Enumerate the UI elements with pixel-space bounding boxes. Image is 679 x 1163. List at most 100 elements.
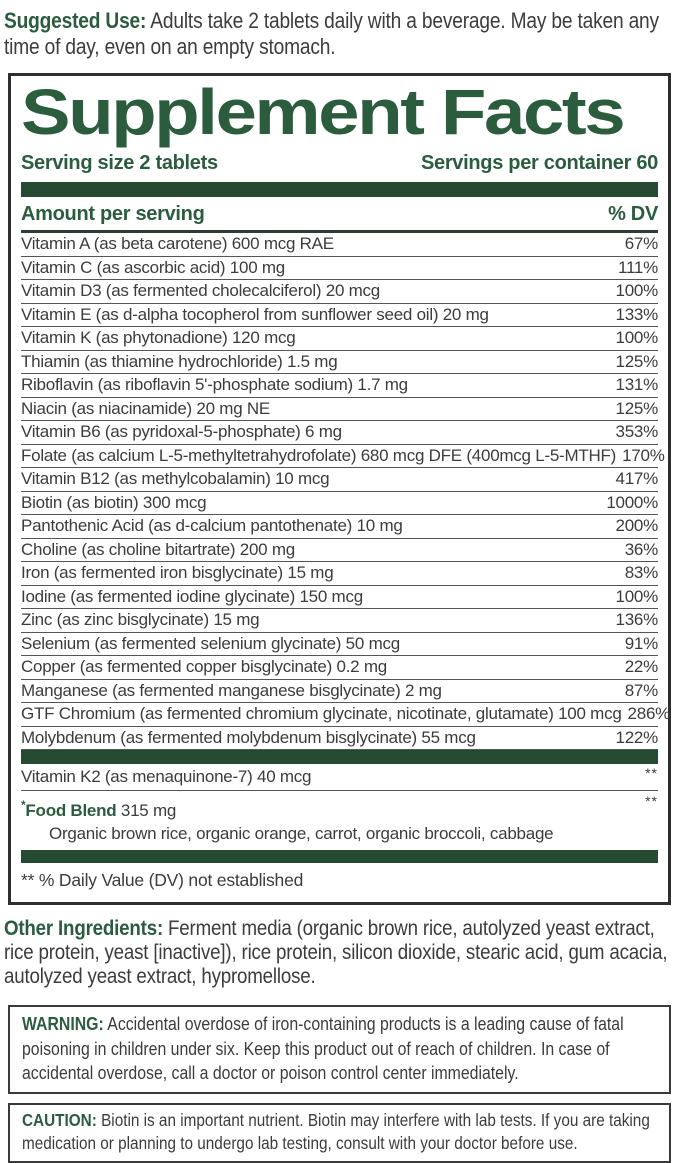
nutrient-dv: 36% [624,539,659,559]
percent-dv-header: % DV [608,203,658,225]
serving-row: Serving size 2 tablets Servings per cont… [21,152,658,175]
dv-footnote: ** % Daily Value (DV) not established [21,870,304,890]
nutrient-name: Zinc (as zinc bisglycinate) 15 mg [21,610,260,629]
nutrient-dv: 83% [624,563,659,582]
nutrient-row: Biotin (as biotin) 300 mcg 1000% [21,492,658,515]
nutrient-row: Niacin (as niacinamide) 20 mg NE 125% [21,398,659,421]
nutrient-dv: 122% [615,727,659,747]
nutrient-dv: 200% [615,516,659,535]
nutrient-name: Pantothenic Acid (as d-calcium pantothen… [21,516,403,535]
suggested-use-label: Suggested Use: [4,8,147,33]
nutrient-name: Vitamin K2 (as menaquinone-7) 40 mcg [21,767,312,786]
food-blend-dv: ** [645,793,658,809]
caution-label: CAUTION: [22,1109,97,1130]
nutrient-dv: 136% [615,610,659,629]
nutrient-row: Manganese (as fermented manganese bisgly… [21,680,659,703]
other-ingredients-paragraph: Other Ingredients: Ferment media (organi… [4,916,675,988]
nutrient-dv: 131% [615,375,659,394]
warning-box: WARNING: Accidental overdose of iron-con… [8,1005,671,1094]
food-blend-row: *Food Blend 315 mg ** Organic brown rice… [21,791,658,845]
nutrient-row: Copper (as fermented copper bisglycinate… [21,656,658,680]
nutrient-row: Folate (as calcium L-5-methyltetrahydrof… [21,445,665,468]
nutrient-dv: 100% [615,281,659,300]
amount-per-serving-header: Amount per serving [21,203,205,225]
nutrient-row: Vitamin D3 (as fermented cholecalciferol… [21,280,658,304]
servings-per-container: Servings per container 60 [420,152,658,174]
nutrient-row: Vitamin B6 (as pyridoxal-5-phosphate) 6 … [21,421,658,445]
nutrient-dv: 133% [615,304,659,324]
nutrient-dv: 125% [615,351,659,371]
nutrient-row: Iodine (as fermented iodine glycinate) 1… [21,586,659,609]
nutrient-name: Folate (as calcium L-5-methyltetrahydrof… [21,445,617,465]
nutrient-row: Vitamin A (as beta carotene) 600 mcg RAE… [21,233,658,257]
food-blend-label: Food Blend [25,801,117,820]
serving-size: Serving size 2 tablets [21,152,218,174]
nutrient-dv: ** [645,765,658,781]
nutrient-name: Molybdenum (as fermented molybdenum bisg… [21,727,476,747]
nutrient-name: Niacin (as niacinamide) 20 mg NE [21,398,270,418]
nutrient-row: Zinc (as zinc bisglycinate) 15 mg 136% [21,609,658,633]
nutrient-name: Iron (as fermented iron bisglycinate) 15… [21,563,334,582]
nutrient-name: Iodine (as fermented iodine glycinate) 1… [21,586,363,606]
nutrient-row: GTF Chromium (as fermented chromium glyc… [21,703,670,727]
nutrient-dv: 87% [624,680,659,700]
nutrient-name: Selenium (as fermented selenium glycinat… [21,633,400,653]
nutrient-name: Vitamin K (as phytonadione) 120 mcg [21,328,296,347]
vitamin-k2-row: Vitamin K2 (as menaquinone-7) 40 mcg ** [21,764,658,791]
nutrient-name: Vitamin E (as d-alpha tocopherol from su… [21,304,489,324]
other-ingredients-text: Ferment media (organic brown rice, autol… [4,916,668,988]
amount-header-row: Amount per serving % DV [21,197,658,233]
nutrient-row: Pantothenic Acid (as d-calcium pantothen… [21,515,658,539]
caution-text: Biotin is an important nutrient. Biotin … [22,1109,650,1154]
nutrient-name: Vitamin D3 (as fermented cholecalciferol… [21,281,381,300]
divider-bar-bottom [21,850,658,863]
nutrient-dv: 170% [622,445,665,465]
nutrient-row: Riboflavin (as riboflavin 5'-phosphate s… [21,374,658,398]
nutrient-dv: 22% [624,657,659,676]
nutrient-dv: 353% [615,422,659,441]
panel-title: Supplement Facts [21,76,626,148]
supplement-facts-panel: Supplement Facts Serving size 2 tablets … [8,73,671,905]
nutrient-row: Vitamin K (as phytonadione) 120 mcg 100% [21,327,658,351]
nutrient-dv: 67% [624,234,659,253]
nutrient-row: Vitamin B12 (as methylcobalamin) 10 mcg … [21,468,658,492]
nutrient-dv: 111% [618,257,658,277]
nutrient-row: Vitamin C (as ascorbic acid) 100 mg 111% [21,257,658,280]
warning-text: Accidental overdose of iron-containing p… [22,1014,624,1083]
nutrient-name: Manganese (as fermented manganese bisgly… [21,680,442,700]
nutrient-row: Molybdenum (as fermented molybdenum bisg… [21,727,659,750]
divider-bar-middle [21,750,658,764]
nutrient-row: Thiamin (as thiamine hydrochloride) 1.5 … [21,351,659,374]
nutrient-name: Vitamin B12 (as methylcobalamin) 10 mcg [21,469,330,488]
suggested-use-text: Adults take 2 tablets daily with a bever… [4,8,659,59]
other-ingredients-label: Other Ingredients: [4,916,164,940]
nutrient-dv: 100% [615,328,659,347]
nutrient-name: Vitamin A (as beta carotene) 600 mcg RAE [21,234,334,253]
food-blend-ingredients: Organic brown rice, organic orange, carr… [49,824,554,843]
nutrient-dv: 1000% [606,492,658,512]
food-blend-title: *Food Blend 315 mg [21,794,176,822]
nutrient-dv: 417% [615,469,659,488]
warning-label: WARNING: [22,1014,104,1034]
nutrient-name: Biotin (as biotin) 300 mcg [21,492,207,512]
nutrient-dv: 125% [615,398,659,418]
suggested-use-paragraph: Suggested Use: Adults take 2 tablets dai… [4,8,675,60]
nutrient-name: Thiamin (as thiamine hydrochloride) 1.5 … [21,351,338,371]
nutrient-name: Vitamin C (as ascorbic acid) 100 mg [21,257,285,277]
nutrient-row: Choline (as choline bitartrate) 200 mg 3… [21,539,659,562]
food-blend-amount: 315 mg [116,801,177,820]
nutrient-name: Vitamin B6 (as pyridoxal-5-phosphate) 6 … [21,422,342,441]
nutrient-name: Choline (as choline bitartrate) 200 mg [21,539,295,559]
nutrient-row: Selenium (as fermented selenium glycinat… [21,633,659,656]
nutrient-dv: 100% [615,586,659,606]
divider-bar-top [21,182,658,197]
nutrient-dv: 286% [627,704,671,723]
caution-box: CAUTION: Biotin is an important nutrient… [8,1102,671,1163]
nutrient-name: Riboflavin (as riboflavin 5'-phosphate s… [21,375,408,394]
nutrient-dv: 91% [624,633,659,653]
nutrient-name: GTF Chromium (as fermented chromium glyc… [21,704,622,723]
nutrient-name: Copper (as fermented copper bisglycinate… [21,657,387,676]
nutrient-table: Vitamin A (as beta carotene) 600 mcg RAE… [21,233,670,750]
nutrient-row: Iron (as fermented iron bisglycinate) 15… [21,562,658,586]
food-blend-asterisk: * [21,798,26,812]
